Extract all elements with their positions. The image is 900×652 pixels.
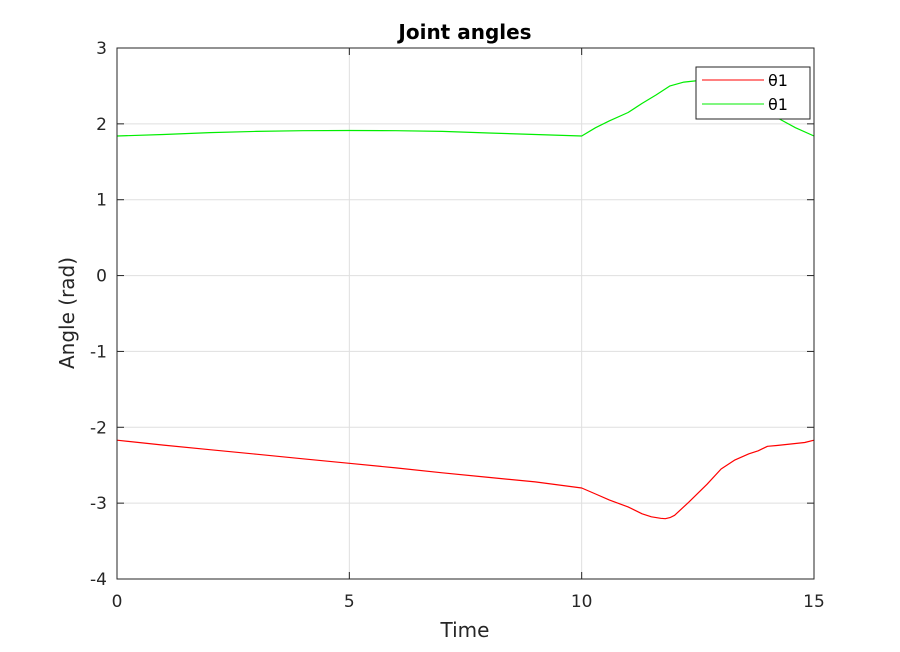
y-tick-label: 3 [96,39,107,59]
y-tick-label: -2 [90,418,107,438]
x-tick-labels: 0 5 10 15 [112,592,825,612]
legend: θ1 θ1 [695,66,811,120]
y-tick-label: 2 [96,115,107,135]
series-line-1 [116,439,815,520]
x-tick-label: 0 [112,592,123,612]
y-tick-label: -3 [90,494,107,514]
y-tick-labels: -4 -3 -2 -1 0 1 2 3 [90,39,107,590]
y-axis-title: Angle (rad) [55,257,79,369]
legend-box [695,66,811,120]
plot-area-background [117,48,814,579]
x-tick-label: 15 [803,592,825,612]
x-tick-label: 10 [571,592,593,612]
x-tick-label: 5 [344,592,355,612]
legend-label-series-2: θ1 [768,95,788,114]
y-tick-label: -4 [90,570,107,590]
chart-title: Joint angles [396,20,531,44]
plot-area-frame [116,47,815,580]
ticks [116,47,815,580]
x-axis-title: Time [440,618,490,642]
y-tick-label: -1 [90,342,107,362]
legend-label-series-1: θ1 [768,71,788,90]
y-tick-label: 1 [96,191,107,211]
y-tick-label: 0 [96,267,107,287]
